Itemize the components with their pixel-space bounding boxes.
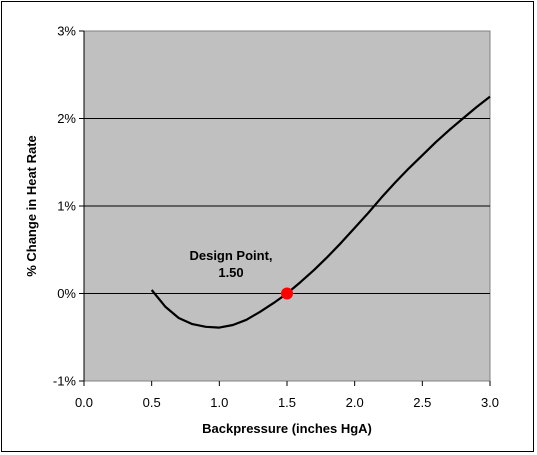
x-tick-label: 3.0 xyxy=(481,395,499,410)
y-tick-label: 0% xyxy=(57,286,76,301)
y-tick-label: -1% xyxy=(53,374,77,389)
x-axis-title: Backpressure (inches HgA) xyxy=(202,421,372,436)
x-tick-label: 1.0 xyxy=(210,395,228,410)
x-tick-label: 2.0 xyxy=(346,395,364,410)
y-tick-label: 1% xyxy=(57,199,76,214)
y-axis-ticks: -1% 0% 1% 2% 3% xyxy=(53,24,85,389)
design-point-label-line1: Design Point, xyxy=(189,248,272,263)
heat-rate-curve xyxy=(150,95,491,329)
x-tick-label: 1.5 xyxy=(278,395,296,410)
x-tick-label: 0.0 xyxy=(75,395,93,410)
y-tick-label: 2% xyxy=(57,111,76,126)
x-tick-label: 0.5 xyxy=(143,395,161,410)
x-tick-label: 2.5 xyxy=(413,395,431,410)
design-point-marker xyxy=(281,287,293,300)
design-point-label-line2: 1.50 xyxy=(218,265,243,280)
y-tick-label: 3% xyxy=(57,24,76,39)
x-axis-ticks: 0.0 0.5 1.0 1.5 2.0 2.5 3.0 xyxy=(75,381,499,410)
y-axis-title: % Change in Heat Rate xyxy=(24,135,39,277)
